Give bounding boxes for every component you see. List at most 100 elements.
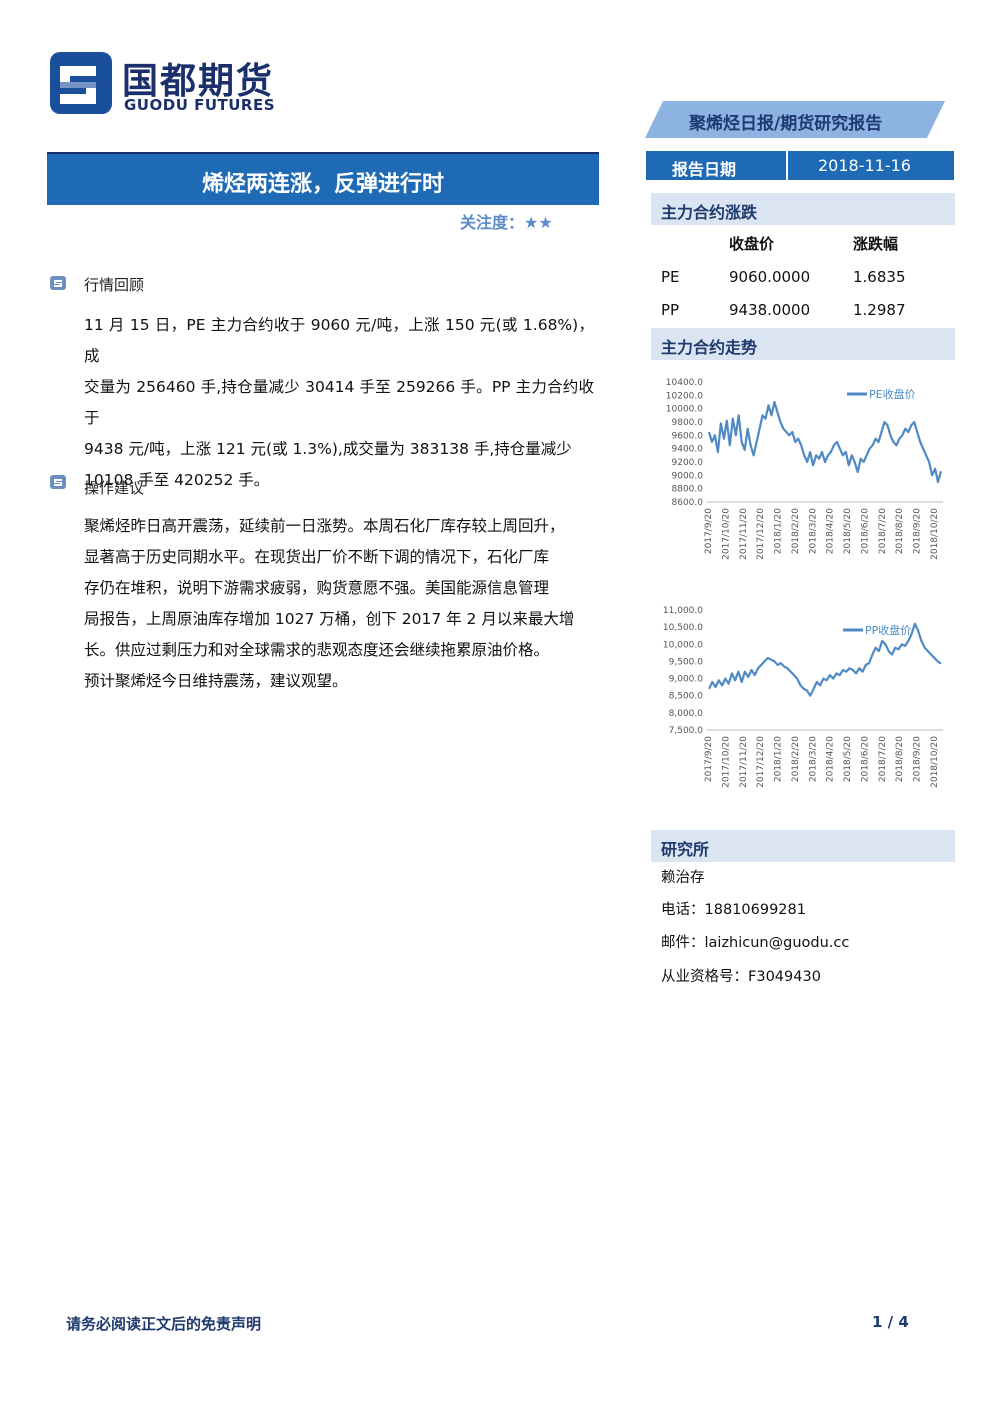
report-type-banner: 聚烯烃日报/期货研究报告	[645, 101, 945, 138]
table-row-pp-name: PP	[661, 301, 680, 319]
series-line	[707, 400, 943, 484]
company-logo: 国都期货 GUODU FUTURES	[50, 52, 300, 118]
y-tick-label: 9,000.0	[669, 675, 704, 685]
x-tick-label: 2017/10/20	[721, 736, 731, 788]
y-tick-label: 11,000.0	[663, 606, 703, 616]
x-tick-label: 2018/4/20	[826, 508, 836, 554]
x-tick-label: 2017/9/20	[704, 736, 714, 782]
footer-disclaimer: 请务必阅读正文后的免责声明	[66, 1315, 262, 1333]
footer-page-number: 1 / 4	[872, 1313, 909, 1331]
table-header-change: 涨跌幅	[853, 235, 899, 253]
x-tick-label: 2018/2/20	[791, 736, 801, 782]
y-tick-label: 8800.0	[672, 485, 704, 495]
x-tick-label: 2018/1/20	[774, 736, 784, 782]
analyst-license: 从业资格号：F3049430	[661, 969, 821, 985]
x-tick-label: 2018/6/20	[860, 736, 870, 782]
x-tick-label: 2018/5/20	[843, 736, 853, 782]
paragraph-line: 长。供应过剩压力和对全球需求的悲观态度还会继续拖累原油价格。	[84, 641, 550, 659]
x-tick-label: 2017/12/20	[756, 508, 766, 560]
report-date-value: 2018-11-16	[818, 156, 911, 175]
x-tick-label: 2018/4/20	[826, 736, 836, 782]
table-row-pp-close: 9438.0000	[729, 301, 811, 319]
logo-english-name: GUODU FUTURES	[124, 96, 276, 114]
y-tick-label: 9,500.0	[669, 657, 704, 667]
x-tick-label: 2018/7/20	[878, 736, 888, 782]
research-heading-label: 研究所	[661, 840, 710, 859]
table-row-pe-close: 9060.0000	[729, 268, 811, 286]
x-tick-label: 2018/10/20	[930, 736, 940, 788]
analyst-phone: 电话：18810699281	[661, 902, 806, 918]
x-tick-label: 2018/2/20	[791, 508, 801, 554]
paragraph-line: 交量为 256460 手,持仓量减少 30414 手至 259266 手。PP …	[84, 378, 594, 427]
legend-label: PE收盘价	[869, 387, 916, 401]
pe-price-chart: 8600.0 8800.0 9000.0 9200.0 9400.0 9600.0 9800…	[666, 378, 943, 560]
y-tick-label: 8600.0	[672, 498, 704, 508]
trend-heading: 主力合约走势	[651, 328, 955, 360]
x-tick-label: 2017/11/20	[739, 736, 749, 788]
analyst-email: 邮件：laizhicun@guodu.cc	[661, 935, 850, 951]
section-heading-suggestion: 操作建议	[84, 479, 145, 497]
x-tick-label: 2017/11/20	[739, 508, 749, 560]
y-tick-label: 10400.0	[666, 378, 703, 388]
report-title: 烯烃两连涨，反弹进行时	[201, 172, 444, 197]
attention-rating: 关注度：★★	[460, 213, 553, 232]
legend-label: PP收盘价	[865, 623, 911, 637]
report-date-row: 报告日期 2018-11-16	[646, 151, 954, 180]
paragraph-line: 显著高于历史同期水平。在现货出厂价不断下调的情况下，石化厂库	[84, 548, 550, 566]
x-tick-label: 2018/8/20	[895, 736, 905, 782]
x-tick-label: 2018/5/20	[843, 508, 853, 554]
suggestion-paragraph: 聚烯烃昨日高开震荡，延续前一日涨势。本周石化厂库存较上周回升， 显著高于历史同期…	[84, 511, 594, 697]
pp-price-chart: 7,500.0 8,000.0 8,500.0 9,000.0 9,500.0 10,00…	[663, 606, 943, 788]
section-heading-market-review: 行情回顾	[84, 276, 145, 294]
y-tick-label: 10,500.0	[663, 623, 703, 633]
x-tick-label: 2018/8/20	[895, 508, 905, 554]
y-tick-label: 10,000.0	[663, 640, 703, 650]
y-tick-label: 8,000.0	[669, 709, 704, 719]
price-change-heading: 主力合约涨跌	[651, 193, 955, 225]
x-tick-label: 2018/3/20	[808, 736, 818, 782]
x-tick-label: 2018/3/20	[808, 508, 818, 554]
x-tick-label: 2017/10/20	[721, 508, 731, 560]
section-bullet-icon	[50, 276, 66, 290]
x-tick-label: 2018/9/20	[913, 736, 923, 782]
paragraph-line: 11 月 15 日，PE 主力合约收于 9060 元/吨，上涨 150 元(或 …	[84, 316, 594, 365]
y-tick-label: 8,500.0	[669, 692, 704, 702]
paragraph-line: 存仍在堆积，说明下游需求疲弱，购货意愿不强。美国能源信息管理	[84, 579, 550, 597]
logo-chinese-name: 国都期货	[122, 61, 275, 102]
y-tick-label: 10000.0	[666, 405, 703, 415]
date-divider	[786, 151, 788, 180]
logo-mark-icon	[50, 52, 112, 114]
price-change-heading-label: 主力合约涨跌	[661, 203, 758, 222]
report-type-label: 聚烯烃日报/期货研究报告	[689, 114, 883, 134]
paragraph-line: 局报告，上周原油库存增加 1027 万桶，创下 2017 年 2 月以来最大增	[84, 610, 575, 628]
market-review-paragraph: 11 月 15 日，PE 主力合约收于 9060 元/吨，上涨 150 元(或 …	[84, 310, 594, 496]
x-tick-label: 2018/7/20	[878, 508, 888, 554]
analyst-name: 赖治存	[661, 870, 705, 886]
y-tick-label: 9400.0	[672, 445, 704, 455]
paragraph-line: 聚烯烃昨日高开震荡，延续前一日涨势。本周石化厂库存较上周回升，	[84, 517, 565, 535]
x-tick-label: 2018/9/20	[913, 508, 923, 554]
x-tick-label: 2018/10/20	[930, 508, 940, 560]
table-header-close: 收盘价	[729, 235, 775, 253]
table-row-pp-change: 1.2987	[853, 301, 906, 319]
trend-heading-label: 主力合约走势	[661, 338, 758, 357]
paragraph-line: 10108 手至 420252 手。	[84, 471, 270, 489]
title-bar: 烯烃两连涨，反弹进行时	[47, 152, 599, 205]
y-tick-label: 9600.0	[672, 431, 704, 441]
x-tick-label: 2017/9/20	[704, 508, 714, 554]
y-tick-label: 7,500.0	[669, 726, 704, 736]
paragraph-line: 9438 元/吨，上涨 121 元(或 1.3%),成交量为 383138 手,…	[84, 440, 572, 458]
x-tick-label: 2018/1/20	[774, 508, 784, 554]
x-tick-label: 2018/6/20	[860, 508, 870, 554]
y-tick-label: 10200.0	[666, 391, 703, 401]
research-heading: 研究所	[651, 830, 955, 862]
y-tick-label: 9200.0	[672, 458, 704, 468]
x-tick-label: 2017/12/20	[756, 736, 766, 788]
paragraph-line: 预计聚烯烃今日维持震荡，建议观望。	[84, 672, 348, 690]
table-row-pe-change: 1.6835	[853, 268, 906, 286]
report-date-label: 报告日期	[672, 160, 737, 179]
y-tick-label: 9800.0	[672, 418, 704, 428]
table-row-pe-name: PE	[661, 268, 680, 286]
section-bullet-icon	[50, 475, 66, 489]
y-tick-label: 9000.0	[672, 471, 704, 481]
